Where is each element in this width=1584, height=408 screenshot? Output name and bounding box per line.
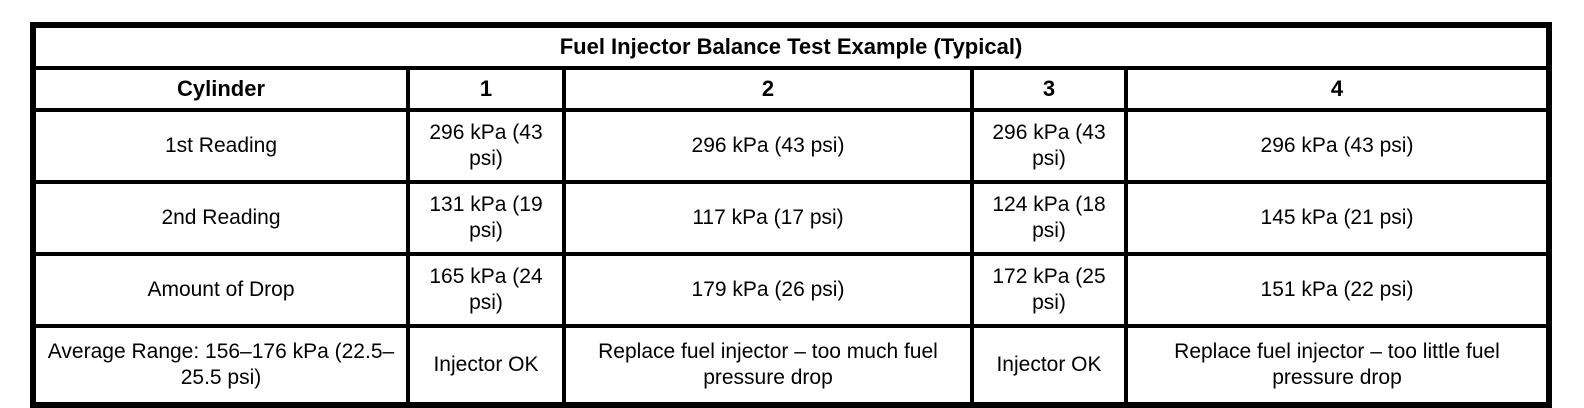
column-header-cylinder: Cylinder [31,66,410,112]
table-row-second-reading: 2nd Reading 131 kPa (19 psi) 117 kPa (17… [31,180,1552,256]
table-row-average-range-results: Average Range: 156–176 kPa (22.5–25.5 ps… [31,324,1552,407]
table-row-first-reading: 1st Reading 296 kPa (43 psi) 296 kPa (43… [31,108,1552,184]
data-cell: 296 kPa (43 psi) [970,108,1128,184]
data-cell: 131 kPa (19 psi) [406,180,566,256]
data-cell: 172 kPa (25 psi) [970,252,1128,328]
data-cell: 296 kPa (43 psi) [1123,108,1552,184]
data-cell: 124 kPa (18 psi) [970,180,1128,256]
column-header-2: 2 [562,66,974,112]
row-label: Amount of Drop [31,252,410,328]
data-cell: 145 kPa (21 psi) [1123,180,1552,256]
data-cell: 117 kPa (17 psi) [562,180,974,256]
table-header-row: Cylinder 1 2 3 4 [31,66,1552,112]
column-header-4: 4 [1123,66,1552,112]
data-cell: 296 kPa (43 psi) [562,108,974,184]
result-cell: Replace fuel injector – too much fuel pr… [562,324,974,407]
data-cell: 165 kPa (24 psi) [406,252,566,328]
table-row-amount-of-drop: Amount of Drop 165 kPa (24 psi) 179 kPa … [31,252,1552,328]
column-header-1: 1 [406,66,566,112]
result-cell: Injector OK [970,324,1128,407]
data-cell: 179 kPa (26 psi) [562,252,974,328]
row-label: 2nd Reading [31,180,410,256]
table-title-row: Fuel Injector Balance Test Example (Typi… [30,23,1552,70]
row-label: 1st Reading [31,108,410,184]
column-header-3: 3 [970,66,1128,112]
row-label: Average Range: 156–176 kPa (22.5–25.5 ps… [31,324,410,407]
result-cell: Injector OK [406,324,566,407]
result-cell: Replace fuel injector – too little fuel … [1123,324,1552,407]
data-cell: 296 kPa (43 psi) [406,108,566,184]
fuel-injector-balance-table: Fuel Injector Balance Test Example (Typi… [30,22,1553,408]
data-cell: 151 kPa (22 psi) [1123,252,1552,328]
table-title: Fuel Injector Balance Test Example (Typi… [30,23,1552,70]
